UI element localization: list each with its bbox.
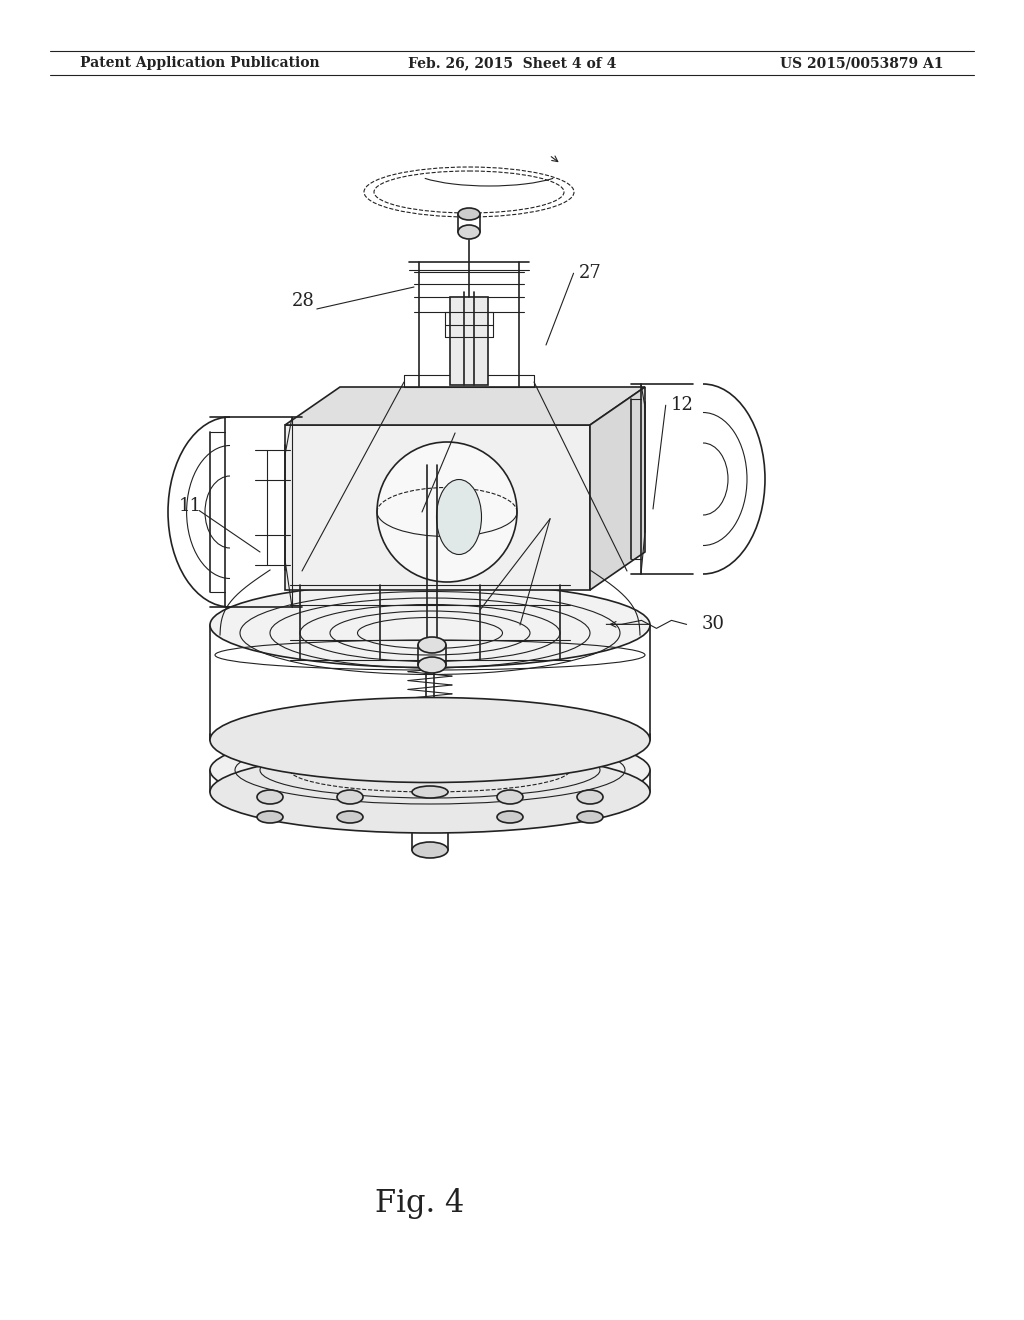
- Ellipse shape: [337, 789, 362, 804]
- Text: 12: 12: [671, 396, 693, 414]
- Ellipse shape: [577, 810, 603, 822]
- Text: Patent Application Publication: Patent Application Publication: [80, 57, 319, 70]
- Ellipse shape: [412, 785, 449, 799]
- Ellipse shape: [436, 479, 481, 554]
- Text: Fig. 4: Fig. 4: [375, 1188, 465, 1220]
- Ellipse shape: [210, 582, 650, 668]
- Text: Feb. 26, 2015  Sheet 4 of 4: Feb. 26, 2015 Sheet 4 of 4: [408, 57, 616, 70]
- Ellipse shape: [458, 209, 480, 220]
- Ellipse shape: [418, 638, 446, 653]
- Polygon shape: [590, 387, 645, 590]
- Text: 30: 30: [701, 615, 724, 634]
- Ellipse shape: [210, 697, 650, 783]
- Ellipse shape: [497, 789, 523, 804]
- Ellipse shape: [577, 789, 603, 804]
- Ellipse shape: [458, 224, 480, 239]
- Polygon shape: [285, 425, 590, 590]
- Polygon shape: [285, 387, 645, 425]
- Text: 20: 20: [430, 424, 453, 442]
- Ellipse shape: [377, 442, 517, 582]
- Text: 20: 20: [430, 424, 453, 442]
- Ellipse shape: [418, 657, 446, 673]
- Ellipse shape: [257, 810, 283, 822]
- Polygon shape: [450, 297, 488, 385]
- Text: 29: 29: [558, 510, 581, 528]
- Text: 11: 11: [179, 496, 202, 515]
- Ellipse shape: [210, 751, 650, 833]
- Ellipse shape: [337, 810, 362, 822]
- Ellipse shape: [257, 789, 283, 804]
- Text: 27: 27: [579, 264, 601, 282]
- Ellipse shape: [412, 842, 449, 858]
- Ellipse shape: [210, 729, 650, 810]
- Text: US 2015/0053879 A1: US 2015/0053879 A1: [780, 57, 944, 70]
- Ellipse shape: [497, 810, 523, 822]
- Text: 28: 28: [292, 292, 314, 310]
